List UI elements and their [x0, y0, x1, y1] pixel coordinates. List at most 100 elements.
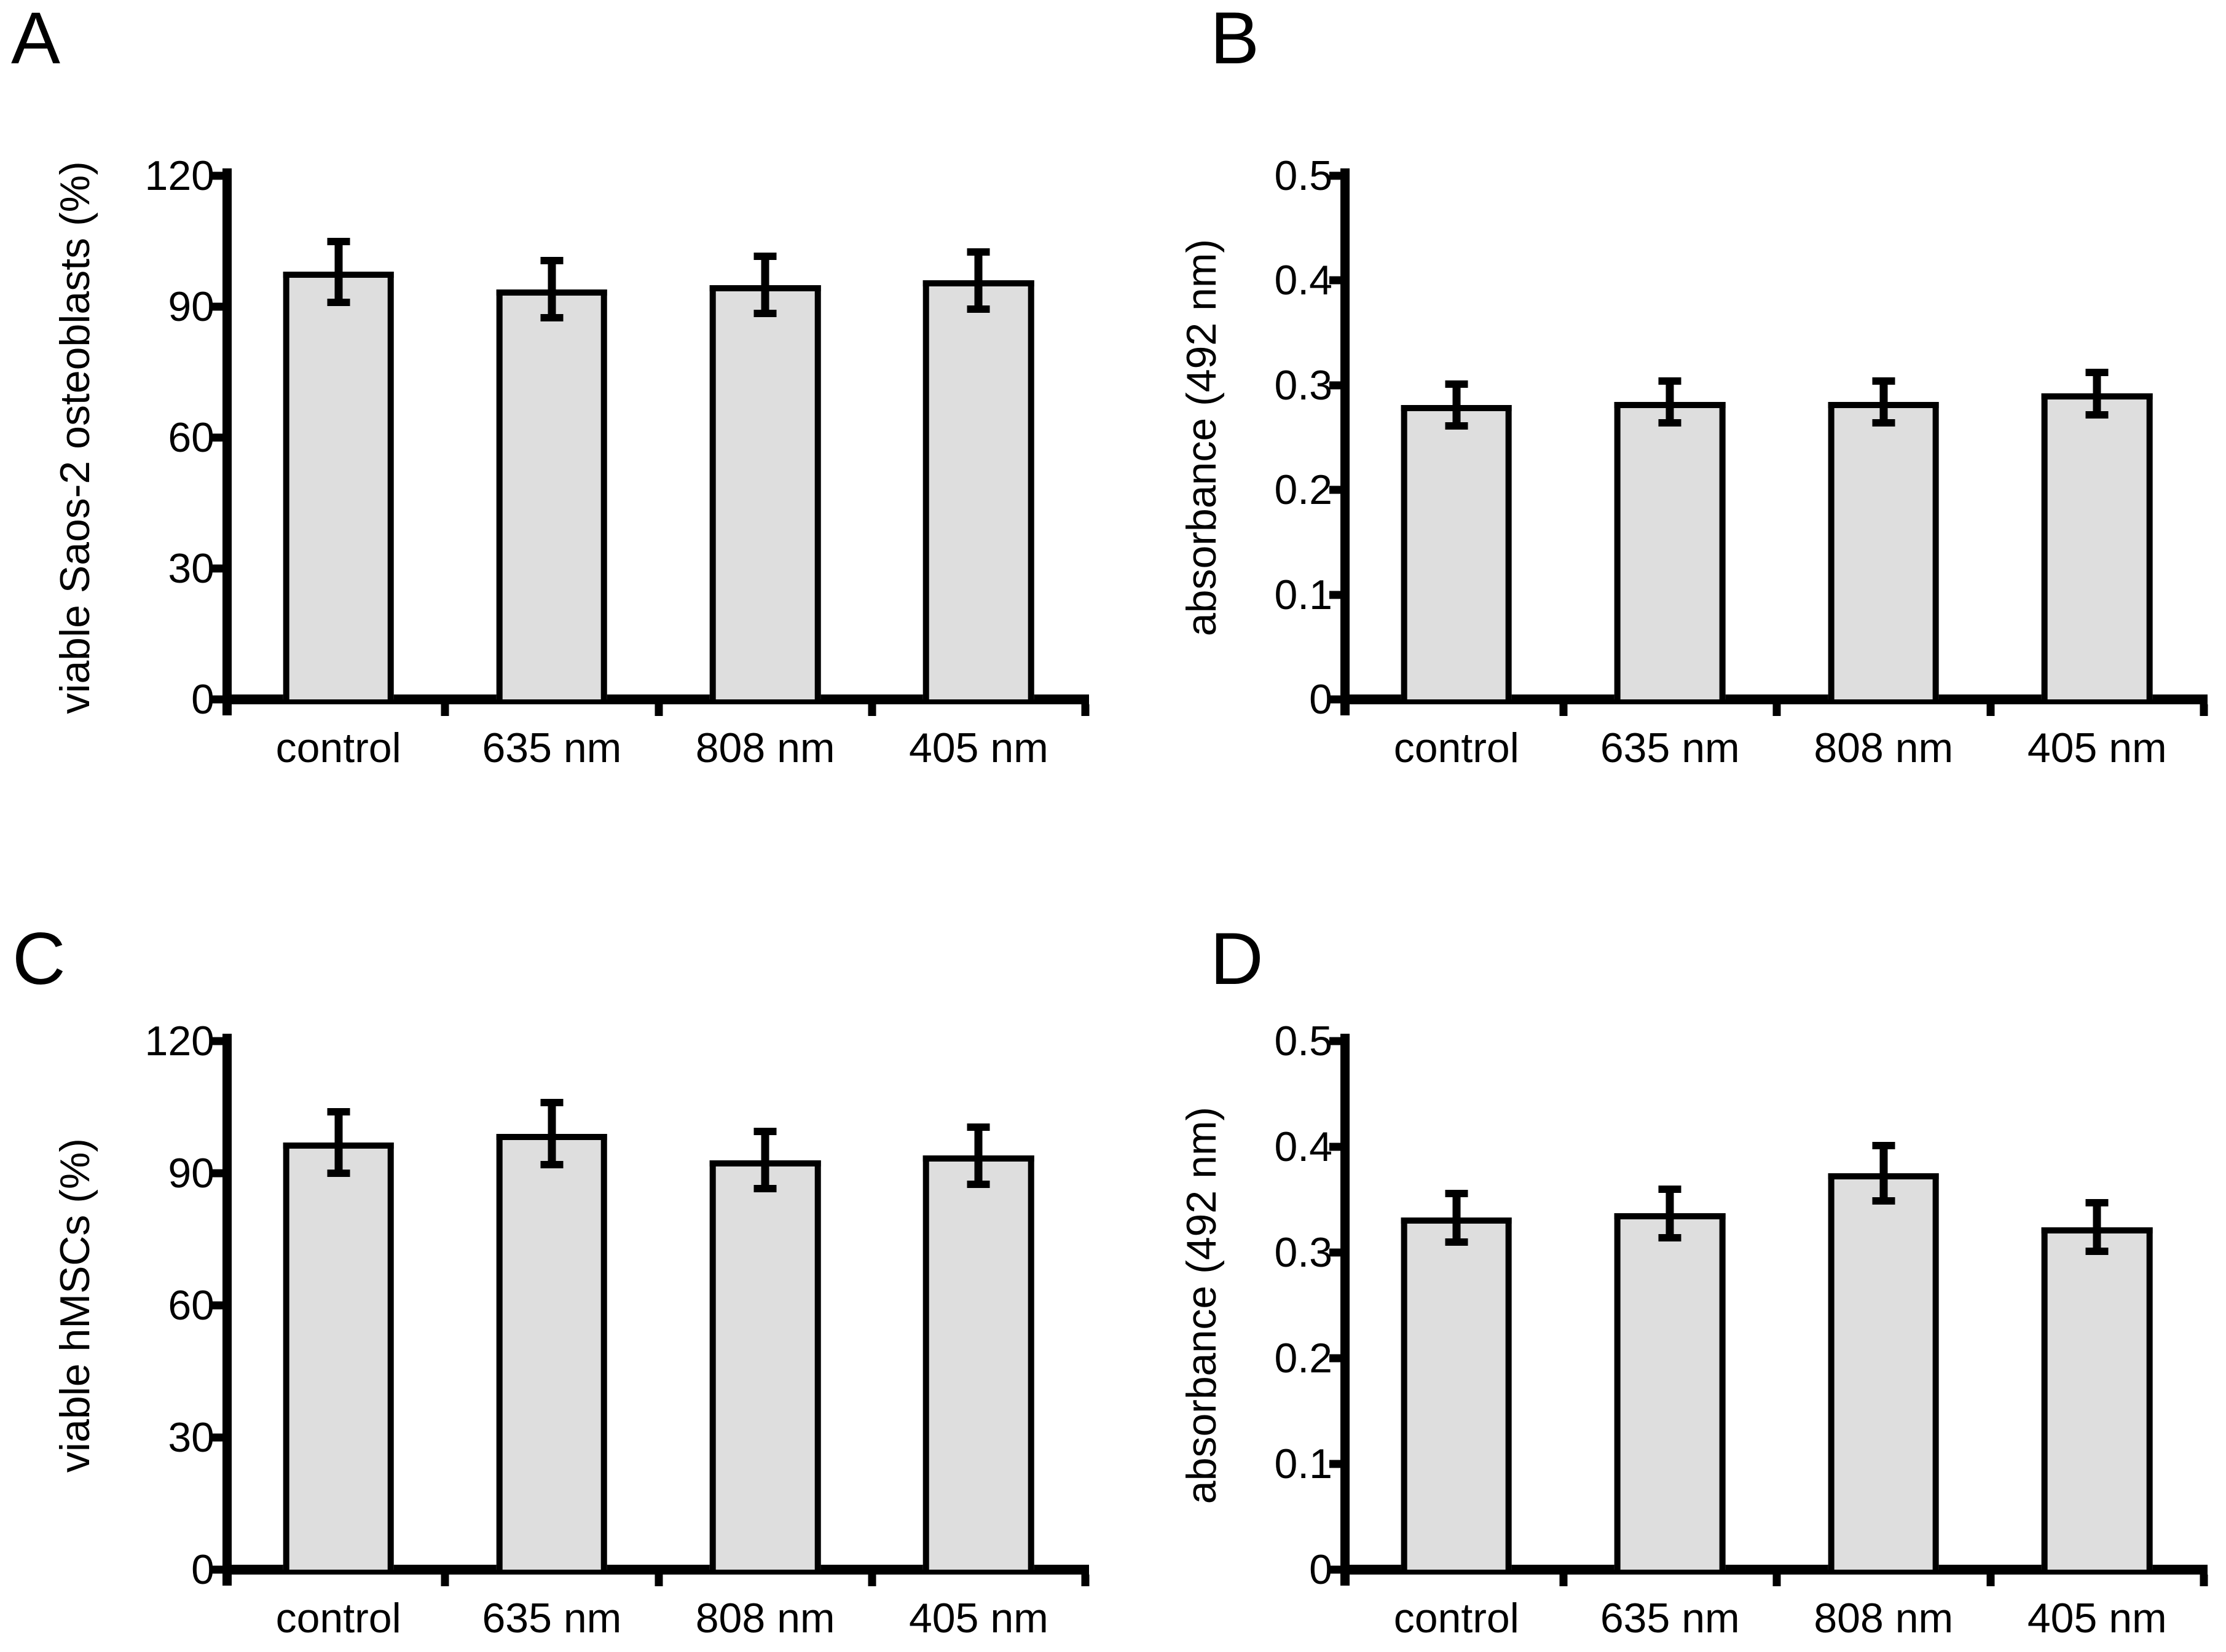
- panel-c-letter: C: [12, 918, 66, 1000]
- y-tick-label: 120: [144, 1018, 214, 1064]
- bar-808-nm: [1828, 402, 1940, 699]
- panel-a-y-axis-title: viable Saos-2 osteoblasts (%): [52, 161, 99, 714]
- x-tick: [1559, 704, 1567, 716]
- y-tick-label: 0: [191, 1546, 214, 1593]
- panel-b: B absorbance (492 nm) 0 0.1 0.2 0.3 0.4 0.5 co…: [1113, 0, 2226, 885]
- y-tick-label: 0.4: [1274, 257, 1332, 304]
- x-category-label: control: [1393, 725, 1519, 771]
- x-category-label: 405 nm: [908, 725, 1048, 771]
- error-bar-cap-top: [967, 248, 990, 256]
- error-bar-line: [1666, 1189, 1674, 1238]
- y-tick-label: 0: [1309, 676, 1332, 723]
- y-axis-line: [222, 168, 232, 715]
- x-category-label: 635 nm: [1600, 725, 1740, 771]
- panel-b-letter: B: [1210, 0, 1260, 79]
- x-tick: [2200, 704, 2208, 716]
- y-tick: [1329, 381, 1340, 390]
- bar-control: [283, 1142, 394, 1570]
- bar-635-nm: [496, 1133, 608, 1570]
- x-tick: [1986, 1575, 1994, 1586]
- error-bar-line: [761, 256, 769, 313]
- bar-808-nm: [709, 1160, 821, 1570]
- y-tick-label: 0.4: [1274, 1123, 1332, 1170]
- x-category-label: 405 nm: [2027, 1595, 2167, 1642]
- x-tick: [868, 704, 876, 716]
- x-axis-line: [222, 1565, 1089, 1575]
- bar-405-nm: [2041, 393, 2153, 699]
- y-tick-label: 90: [168, 1150, 214, 1197]
- error-bar-cap-bottom: [540, 1160, 564, 1168]
- error-bar-line: [974, 1127, 983, 1184]
- error-bar-cap-bottom: [967, 305, 990, 313]
- error-bar-cap-top: [327, 1107, 350, 1115]
- x-axis-line: [1340, 1565, 2208, 1575]
- y-tick: [211, 433, 222, 442]
- error-bar-cap-top: [2085, 369, 2109, 377]
- error-bar-cap-top: [753, 1127, 777, 1135]
- error-bar-cap-top: [1658, 1185, 1681, 1193]
- x-category-label: 635 nm: [482, 725, 622, 771]
- y-tick-label: 0.2: [1274, 466, 1332, 514]
- x-category-label: control: [275, 1595, 401, 1642]
- error-bar-line: [2093, 1203, 2101, 1252]
- y-tick-label: 60: [168, 414, 214, 461]
- error-bar-cap-top: [540, 257, 564, 265]
- x-axis-line: [222, 694, 1089, 704]
- error-bar-cap-bottom: [1658, 419, 1681, 427]
- y-tick-label: 0.1: [1274, 571, 1332, 618]
- y-tick: [1329, 486, 1340, 494]
- panel-b-plot-area: 0 0.1 0.2 0.3 0.4 0.5 control 635 nm 808 nm 405 n…: [1274, 155, 2208, 771]
- error-bar-cap-top: [967, 1123, 990, 1131]
- error-bar-cap-top: [1445, 1189, 1468, 1197]
- x-tick: [655, 704, 663, 716]
- x-tick: [655, 1575, 663, 1586]
- x-tick: [1081, 1575, 1090, 1586]
- error-bar-cap-bottom: [1872, 419, 1895, 427]
- error-bar-cap-top: [1445, 380, 1468, 388]
- error-bar-cap-bottom: [1872, 1197, 1895, 1205]
- y-tick-label: 0.5: [1274, 1018, 1332, 1064]
- x-category-label: 635 nm: [482, 1595, 622, 1642]
- y-tick-label: 0: [191, 676, 214, 723]
- x-category-label: 635 nm: [1600, 1595, 1740, 1642]
- error-bar-cap-bottom: [327, 1170, 350, 1177]
- bar-control: [1401, 405, 1512, 699]
- x-category-label: control: [275, 725, 401, 771]
- x-tick: [1081, 704, 1090, 716]
- y-tick: [211, 1433, 222, 1442]
- x-category-label: 808 nm: [695, 1595, 835, 1642]
- bar-808-nm: [1828, 1173, 1940, 1570]
- y-tick: [1329, 1248, 1340, 1257]
- y-tick: [211, 1169, 222, 1178]
- panel-d-letter: D: [1210, 918, 1264, 1000]
- y-tick-label: 120: [144, 152, 214, 199]
- error-bar-cap-bottom: [327, 298, 350, 306]
- y-axis-line: [222, 1034, 232, 1586]
- y-tick-label: 30: [168, 1414, 214, 1461]
- error-bar-line: [334, 241, 343, 302]
- y-tick: [211, 171, 222, 180]
- error-bar-cap-top: [2085, 1199, 2109, 1207]
- error-bar-cap-bottom: [1658, 1233, 1681, 1241]
- y-tick-label: 90: [168, 283, 214, 330]
- bar-405-nm: [923, 280, 1034, 699]
- error-bar-cap-top: [1872, 1142, 1895, 1150]
- panel-c-plot-area: 0 30 60 90 120 control 635 nm 808 nm 405 nm: [145, 1020, 1090, 1641]
- x-category-label: 808 nm: [1814, 1595, 1954, 1642]
- error-bar-cap-top: [540, 1099, 564, 1107]
- y-tick: [1329, 276, 1340, 285]
- error-bar-cap-top: [327, 237, 350, 245]
- error-bar-line: [2093, 372, 2101, 415]
- y-tick-label: 0.3: [1274, 361, 1332, 409]
- error-bar-line: [334, 1111, 343, 1173]
- x-category-label: 808 nm: [695, 725, 835, 771]
- panel-a-letter: A: [11, 0, 61, 79]
- panel-d-plot-area: 0 0.1 0.2 0.3 0.4 0.5 control 635 nm 808 nm 405 n…: [1274, 1020, 2208, 1641]
- error-bar-cap-bottom: [1445, 422, 1468, 430]
- error-bar-cap-top: [1658, 377, 1681, 385]
- y-tick: [1329, 1143, 1340, 1151]
- panel-b-y-axis-title: absorbance (492 nm): [1178, 238, 1225, 637]
- x-category-label: 405 nm: [2027, 725, 2167, 771]
- y-tick-label: 30: [168, 545, 214, 592]
- panel-a-plot-area: 0 30 60 90 120 control 635 nm 808 nm 405 nm: [145, 155, 1090, 771]
